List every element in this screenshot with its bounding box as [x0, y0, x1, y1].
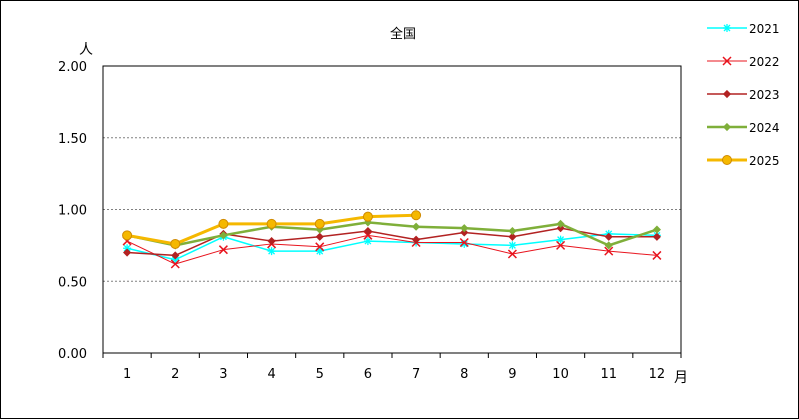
data-point-2024 [652, 225, 661, 234]
legend-swatch-marker [723, 24, 731, 32]
data-point-2021 [363, 237, 372, 246]
legend-label: 2024 [749, 121, 780, 135]
legend-item-2023: 2023 [707, 88, 780, 102]
y-tick-label: 1.50 [58, 132, 87, 147]
legend-item-2021: 2021 [707, 22, 780, 36]
x-tick-label: 4 [267, 367, 275, 382]
data-point-2025 [362, 211, 373, 222]
data-point-2025 [218, 218, 229, 229]
data-point-2023 [652, 232, 661, 241]
x-tick-label: 8 [460, 367, 468, 382]
series-layer [122, 210, 662, 269]
data-point-2023 [123, 248, 132, 257]
data-point-2024 [556, 219, 565, 228]
x-tick-label: 9 [508, 367, 516, 382]
legend: 2021 2022 2023 2024 2025 [707, 22, 780, 168]
y-tick-label: 0.00 [58, 347, 87, 362]
data-point-2021 [315, 247, 324, 256]
y-tick-label: 0.50 [58, 275, 87, 290]
x-tick-label: 10 [552, 367, 569, 382]
axis-layer: 0.000.501.001.502.001 2 3 4 5 6 7 8 9 10 11 12 [58, 60, 682, 382]
x-tick-label: 3 [219, 367, 227, 382]
data-point-2024 [412, 222, 421, 231]
legend-swatch-marker [722, 155, 732, 165]
x-tick-label: 6 [364, 367, 372, 382]
series-2025 [122, 210, 422, 249]
data-point-2023 [412, 235, 421, 244]
x-tick-label: 1 [123, 367, 131, 382]
legend-item-2024: 2024 [707, 121, 780, 135]
data-point-2021 [123, 244, 132, 253]
data-point-2024 [508, 226, 517, 236]
series-line-2024 [126, 221, 658, 247]
legend-label: 2021 [749, 22, 780, 36]
data-point-2023 [171, 251, 180, 260]
data-point-2022 [652, 250, 662, 260]
legend-label: 2025 [749, 154, 780, 168]
y-tick-label: 2.00 [58, 60, 87, 75]
series-2024 [123, 218, 661, 250]
data-point-2023 [315, 232, 324, 241]
data-point-2022 [315, 242, 325, 252]
data-point-2024 [604, 241, 613, 250]
legend-item-2025: 2025 [707, 154, 780, 168]
data-point-2023 [556, 224, 565, 233]
data-point-2023 [508, 232, 517, 241]
x-tick-label: 12 [649, 367, 666, 382]
data-point-2022 [459, 237, 469, 248]
series-2022 [122, 230, 662, 269]
data-point-2025 [266, 218, 277, 229]
y-axis-unit-label: 人 [79, 42, 93, 58]
x-tick-label: 11 [600, 367, 617, 382]
data-point-2024 [219, 231, 228, 240]
data-point-2024 [460, 224, 469, 233]
data-point-2023 [460, 228, 469, 237]
data-point-2025 [122, 230, 133, 241]
data-point-2022 [507, 249, 517, 259]
data-point-2022 [363, 230, 373, 240]
grid-layer [103, 137, 681, 282]
data-point-2021 [460, 239, 469, 248]
y-tick-label: 1.00 [58, 204, 87, 219]
legend-label: 2022 [749, 55, 780, 69]
legend-swatch-marker [722, 89, 732, 99]
data-point-2022 [556, 240, 566, 250]
data-point-2022 [170, 259, 180, 269]
chart-title: 全国 [390, 26, 416, 42]
legend-label: 2023 [749, 88, 780, 102]
x-tick-label: 2 [171, 367, 179, 382]
data-point-2025 [170, 238, 181, 249]
legend-swatch-marker [722, 122, 732, 132]
data-point-2021 [556, 235, 565, 244]
x-axis-unit-label: 月 [674, 370, 688, 386]
legend-item-2022: 2022 [707, 55, 780, 69]
data-point-2023 [363, 226, 372, 236]
series-line-2022 [126, 234, 657, 265]
data-point-2025 [411, 210, 422, 221]
legend-swatch-marker [722, 56, 732, 66]
data-point-2022 [604, 246, 614, 256]
data-point-2023 [267, 237, 276, 246]
x-tick-label: 7 [412, 367, 420, 382]
data-point-2023 [604, 232, 613, 241]
data-point-2025 [314, 218, 325, 229]
series-2023 [123, 224, 661, 260]
series-line-2021 [126, 233, 657, 261]
x-tick-label: 5 [316, 367, 324, 382]
data-point-2022 [218, 245, 228, 255]
data-point-2021 [508, 241, 517, 250]
data-point-2021 [267, 247, 276, 256]
